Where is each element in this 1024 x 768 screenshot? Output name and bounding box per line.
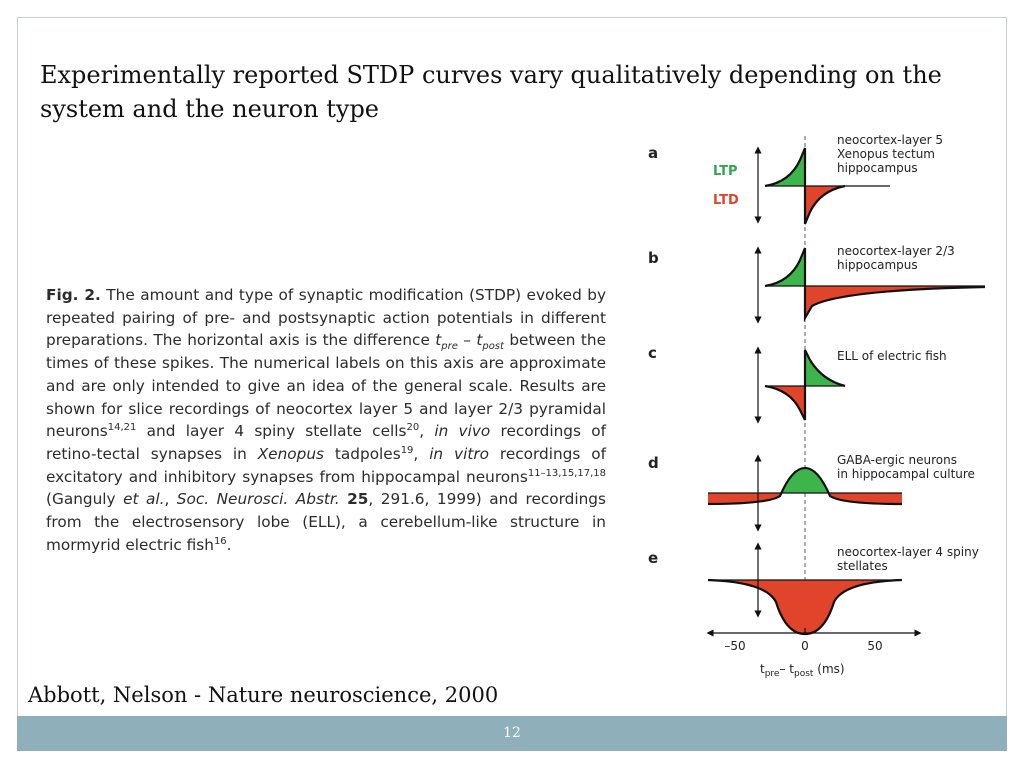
ltd-region [708, 493, 782, 504]
caption-text: The amount and type of synaptic modifica… [46, 286, 607, 350]
footer-bar: 12 [17, 716, 1007, 751]
caption-t-post: t [476, 331, 483, 350]
caption-t-pre: t [435, 331, 442, 350]
ltp-label: LTP [713, 164, 738, 179]
caption-text: between the times of these spikes. The n… [46, 331, 607, 441]
axis-label-unit: (ms) [813, 662, 844, 676]
caption-ref: 16 [213, 535, 227, 547]
caption-text: . [226, 535, 232, 554]
tick-label-minus-50: –50 [724, 639, 745, 653]
ltd-region [708, 580, 902, 634]
caption-in-vitro: in vitro [429, 444, 489, 463]
slide-title: Experimentally reported STDP curves vary… [40, 61, 942, 123]
panel-label: neocortex-layer 2/3 [837, 244, 955, 258]
axis-label-t: t [760, 662, 765, 676]
caption-et-al: et al. [123, 490, 165, 509]
caption-text: and layer 4 spiny stellate cells [136, 422, 407, 441]
caption-volume: 25 [347, 490, 369, 509]
caption-text: tadpoles [324, 444, 401, 463]
panel-label: in hippocampal culture [837, 467, 975, 481]
ltd-region [765, 386, 805, 420]
caption-text: , [419, 422, 435, 441]
tick-label-50: 50 [867, 639, 882, 653]
stdp-curve [764, 349, 846, 421]
ltd-region [805, 186, 845, 224]
citation: Abbott, Nelson - Nature neuroscience, 20… [28, 683, 499, 707]
panel-letter: c [648, 344, 657, 362]
ltp-region [765, 248, 805, 286]
panel-label: hippocampus [837, 161, 918, 175]
caption-text: recordings of excitatory and inhibitory … [46, 444, 606, 486]
ltd-region [828, 493, 902, 504]
ltp-region [805, 350, 845, 386]
panel-letter: a [648, 144, 658, 162]
caption-in-vivo: in vivo [434, 422, 491, 441]
stdp-curve [707, 466, 903, 506]
caption-ref: 11–13,15,17,18 [527, 467, 606, 479]
panel-label: ELL of electric fish [837, 349, 947, 363]
stdp-curve [764, 247, 986, 323]
axis-label: tpre– tpost (ms) [760, 662, 845, 679]
caption-journal: Soc. Neurosci. Abstr. [176, 490, 340, 509]
time-axis: –50 0 50 tpre– tpost (ms) [706, 628, 922, 679]
caption-ref: 14,21 [107, 422, 137, 434]
stdp-curve [764, 147, 846, 225]
caption-ref: 20 [406, 422, 420, 434]
caption-text: , [413, 444, 430, 463]
caption-minus: – [457, 331, 477, 350]
panel-letter: b [648, 249, 659, 267]
panel-label: neocortex-layer 4 spiny [837, 545, 979, 559]
panel-label: hippocampus [837, 258, 918, 272]
panel-label: GABA-ergic neurons [837, 453, 957, 467]
caption-label: Fig. 2. [46, 286, 101, 304]
panel-letter: e [648, 549, 658, 567]
panel-letter: d [648, 454, 659, 472]
page-number: 12 [503, 725, 521, 741]
caption-text [340, 490, 347, 508]
tick-label-0: 0 [801, 639, 809, 653]
caption-text: (Ganguly [46, 490, 124, 509]
caption-xenopus: Xenopus [257, 444, 325, 463]
panel-label: stellates [837, 559, 888, 573]
axis-label-sub-pre: pre [765, 669, 780, 679]
caption-ref: 19 [400, 444, 414, 456]
caption-sub-pre: pre [441, 341, 458, 353]
axis-label-mid: – t [779, 662, 794, 676]
ltd-label: LTD [713, 193, 739, 208]
ltp-region [765, 148, 805, 186]
caption-text: recordings of retino-tectal synapses in [46, 422, 606, 463]
caption-text: , 291.6, 1999) and recordings from the e… [46, 490, 606, 554]
panel-label: neocortex-layer 5 [837, 133, 943, 147]
caption-sub-post: post [482, 341, 504, 353]
panel-c: c ELL of electric fish [648, 344, 947, 424]
panel-label: Xenopus tectum [837, 147, 935, 161]
axis-label-sub-post: post [794, 669, 814, 679]
caption-text: , [164, 490, 177, 509]
figure-caption: Fig. 2. The amount and type of synaptic … [46, 284, 606, 556]
ltd-region [805, 286, 985, 318]
